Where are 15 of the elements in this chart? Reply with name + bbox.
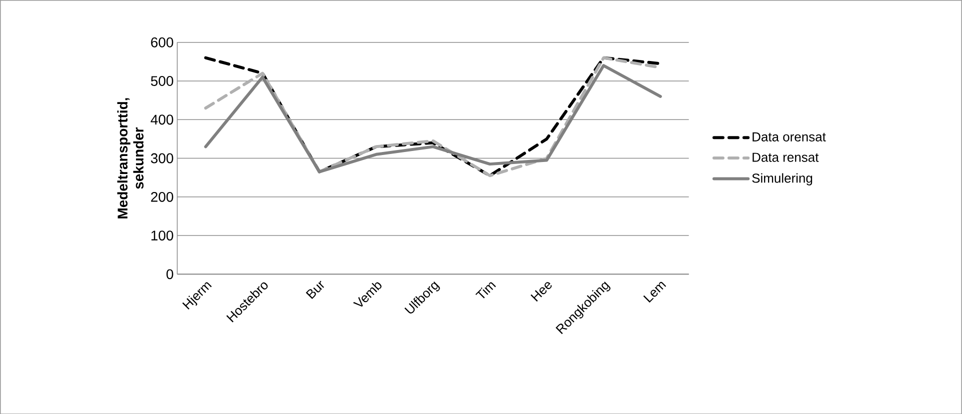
y-tick-label: 200 xyxy=(151,192,174,202)
legend-label: Data rensat xyxy=(752,152,819,162)
legend-label: Simulering xyxy=(752,173,812,186)
y-tick-label: 100 xyxy=(151,230,174,240)
x-tick-label: Tim xyxy=(475,282,496,298)
legend-label: Data orensat xyxy=(752,132,826,142)
y-tick-label: 400 xyxy=(150,114,174,124)
y-tick-label: 0 xyxy=(166,268,174,279)
x-tick-label: Lem xyxy=(643,282,666,302)
y-tick-label: 500 xyxy=(150,76,174,86)
x-tick-label: Bur xyxy=(306,280,324,299)
y-tick-label: 300 xyxy=(150,153,174,164)
y-tick-label: 600 xyxy=(151,37,174,48)
x-tick-label: Hee xyxy=(530,282,552,302)
y-axis-title: Medeltransporttid, sekunder xyxy=(117,98,144,218)
